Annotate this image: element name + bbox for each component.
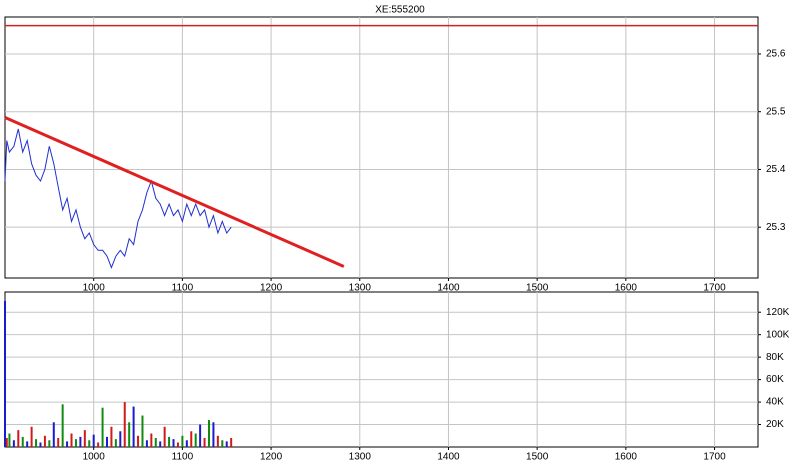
volume-bar: [70, 433, 73, 447]
volume-bar: [74, 439, 77, 447]
x-tick-label: 1300: [349, 283, 372, 294]
x-tick-label: 1200: [260, 283, 283, 294]
volume-bar: [52, 422, 55, 447]
volume-bar: [8, 433, 11, 447]
volume-bar: [21, 436, 24, 447]
volume-bar: [141, 415, 144, 447]
y-tick-label: 60K: [766, 374, 784, 385]
volume-bar: [230, 438, 233, 447]
volume-bar: [35, 439, 38, 447]
x-tick-label: 1100: [172, 283, 194, 294]
volume-bar: [221, 440, 224, 447]
volume-bar: [176, 442, 179, 447]
volume-bar: [114, 439, 117, 447]
volume-bar: [61, 404, 64, 447]
volume-bar: [83, 430, 86, 447]
volume-bar: [88, 440, 91, 447]
volume-bar: [48, 440, 51, 447]
chart-title: XE:555200: [375, 5, 425, 16]
y-tick-label: 25.3: [766, 222, 786, 233]
volume-bar: [5, 438, 8, 447]
x-tick-label: 1700: [703, 283, 726, 294]
x-tick-label: 1700: [703, 452, 726, 463]
volume-bar: [172, 439, 175, 447]
volume-bar: [199, 424, 202, 447]
volume-bar: [194, 433, 197, 447]
x-tick-label: 1000: [83, 452, 106, 463]
volume-bar: [105, 436, 108, 447]
volume-bar: [163, 426, 166, 447]
volume-bar: [212, 422, 215, 447]
volume-bar: [203, 438, 206, 447]
volume-bar: [137, 435, 140, 447]
volume-bar: [97, 442, 100, 447]
x-tick-label: 1500: [526, 283, 549, 294]
x-tick-label: 1200: [260, 452, 283, 463]
volume-bar: [26, 441, 29, 447]
trend-line: [4, 116, 345, 268]
y-tick-label: 40K: [766, 397, 784, 408]
y-tick-label: 80K: [766, 352, 784, 363]
volume-bar: [110, 426, 113, 447]
plot-area: [4, 16, 759, 279]
volume-bar: [101, 407, 104, 447]
volume-bar: [43, 435, 46, 447]
price-line: [4, 128, 232, 269]
volume-bar: [150, 433, 153, 447]
volume-bar: [145, 440, 148, 447]
volume-bar: [132, 406, 135, 447]
x-tick-label: 1500: [526, 452, 549, 463]
x-tick-label: 1300: [349, 452, 372, 463]
volume-bar: [79, 436, 82, 447]
volume-bar: [66, 441, 69, 447]
y-tick-label: 20K: [766, 419, 784, 430]
volume-bar: [4, 300, 6, 447]
volume-bar: [30, 426, 33, 447]
y-tick-label: 25.4: [766, 164, 786, 175]
x-tick-label: 1600: [615, 452, 638, 463]
volume-bar: [207, 420, 210, 447]
volume-bar: [128, 422, 131, 447]
volume-bar: [123, 402, 126, 447]
plot-area: [4, 291, 759, 448]
volume-bar: [154, 438, 157, 447]
y-tick-label: 100K: [766, 329, 790, 340]
volume-bar: [12, 440, 15, 447]
x-tick-label: 1000: [83, 283, 106, 294]
volume-bar: [216, 435, 219, 447]
volume-bar: [190, 431, 193, 447]
volume-bar: [225, 441, 228, 447]
volume-bar: [181, 435, 184, 447]
y-tick-label: 25.6: [766, 49, 786, 60]
y-tick-label: 25.5: [766, 106, 786, 117]
x-tick-label: 1100: [172, 452, 194, 463]
x-tick-label: 1400: [437, 283, 460, 294]
x-tick-label: 1600: [615, 283, 638, 294]
volume-bar: [119, 431, 122, 447]
y-tick-label: 120K: [766, 307, 790, 318]
volume-bar: [168, 436, 171, 447]
volume-bar: [57, 438, 60, 447]
volume-bar: [159, 441, 162, 447]
volume-bar: [17, 430, 20, 447]
volume-bar: [39, 442, 42, 447]
x-tick-label: 1400: [437, 452, 460, 463]
volume-bar: [185, 440, 188, 447]
volume-bar: [92, 434, 95, 447]
